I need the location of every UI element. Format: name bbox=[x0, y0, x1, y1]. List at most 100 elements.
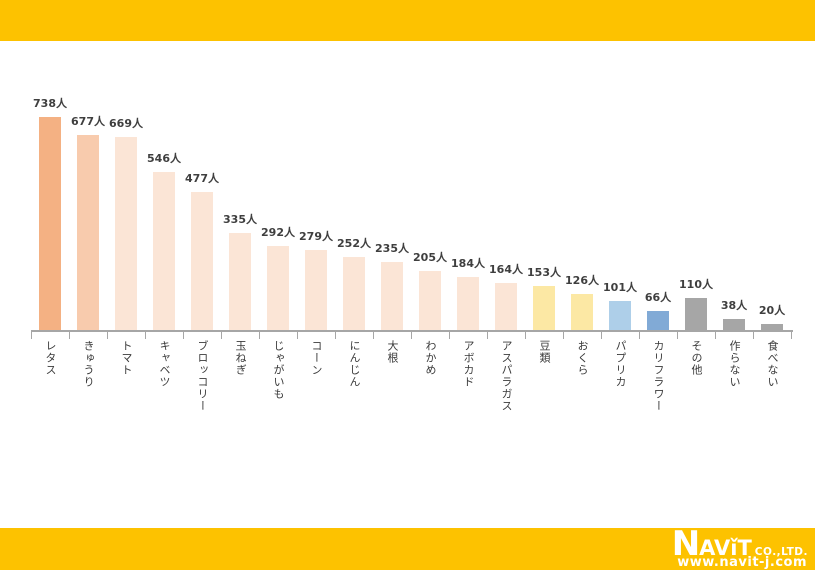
bars-row: 738人 677人 669人 546人 477人 335人 292人 279人 252人 235人… bbox=[31, 70, 793, 330]
category-label: わかめ bbox=[424, 340, 438, 376]
axis-tick bbox=[259, 332, 260, 339]
bar bbox=[267, 245, 289, 330]
bar-value-label: 205人 bbox=[413, 250, 447, 264]
axis-tick bbox=[525, 332, 526, 339]
axis-tick bbox=[411, 332, 412, 339]
axis-tick bbox=[677, 332, 678, 339]
category-label: にんじん bbox=[348, 340, 362, 388]
navit-logo-letters-av: AV bbox=[699, 536, 731, 560]
category-label: トマト bbox=[120, 340, 134, 376]
bar bbox=[723, 319, 745, 330]
navit-co-ltd-label: CO.,LTD. bbox=[754, 546, 808, 558]
category-label: 食べない bbox=[766, 340, 780, 388]
navit-rabbit-ear-i-icon: ǐ bbox=[730, 536, 738, 560]
bar-column: 292人 bbox=[259, 226, 297, 330]
bar bbox=[153, 172, 175, 330]
bar bbox=[609, 300, 631, 330]
category-label: その他 bbox=[690, 340, 704, 376]
bar bbox=[39, 117, 61, 330]
bar-value-label: 738人 bbox=[33, 97, 67, 110]
axis-tick bbox=[183, 332, 184, 339]
bar bbox=[77, 134, 99, 330]
bar-value-label: 677人 bbox=[71, 114, 105, 128]
bar-value-label: 546人 bbox=[147, 152, 181, 166]
bar-value-label: 292人 bbox=[261, 225, 295, 239]
bar-column: 477人 bbox=[183, 172, 221, 330]
axis-tick bbox=[753, 332, 754, 339]
axis-tick bbox=[373, 332, 374, 339]
bar bbox=[571, 293, 593, 330]
bar-column: 669人 bbox=[107, 117, 145, 330]
bar-value-label: 184人 bbox=[451, 256, 485, 270]
bar-column: 164人 bbox=[487, 263, 525, 330]
axis-tick bbox=[639, 332, 640, 339]
bar-value-label: 477人 bbox=[185, 172, 219, 186]
bar-column: 235人 bbox=[373, 242, 411, 330]
category-label: じゃがいも bbox=[272, 340, 286, 400]
bar-column: 20人 bbox=[753, 304, 791, 330]
bar-column: 279人 bbox=[297, 230, 335, 330]
bar-value-label: 38人 bbox=[720, 299, 748, 312]
axis-tick bbox=[791, 332, 792, 339]
bar-column: 101人 bbox=[601, 281, 639, 330]
category-label: 作らない bbox=[728, 340, 742, 388]
category-label: きゅうり bbox=[82, 340, 96, 388]
category-label: キャベツ bbox=[158, 340, 172, 388]
category-label: ブロッコリー bbox=[196, 340, 210, 412]
bar-value-label: 164人 bbox=[489, 262, 523, 276]
bar bbox=[305, 249, 327, 330]
x-axis-line bbox=[31, 330, 793, 332]
bar bbox=[115, 136, 137, 330]
navit-logo-letter-t: T bbox=[737, 536, 752, 560]
bar-column: 335人 bbox=[221, 213, 259, 330]
category-label: 玉ねぎ bbox=[234, 340, 248, 376]
category-label: おくら bbox=[576, 340, 590, 376]
axis-tick bbox=[145, 332, 146, 339]
bar-column: 153人 bbox=[525, 266, 563, 330]
bar bbox=[381, 262, 403, 330]
axis-tick bbox=[107, 332, 108, 339]
vegetable-bar-chart: 738人 677人 669人 546人 477人 335人 292人 279人 252人 235人… bbox=[31, 70, 793, 412]
bar-column: 252人 bbox=[335, 237, 373, 330]
navit-logo: N AV ǐ T CO.,LTD. www.navit-j.com bbox=[671, 524, 808, 570]
bar-column: 66人 bbox=[639, 291, 677, 330]
bar-column: 546人 bbox=[145, 152, 183, 330]
category-label: 豆類 bbox=[538, 340, 552, 364]
axis-tick bbox=[335, 332, 336, 339]
bar-column: 110人 bbox=[677, 278, 715, 330]
category-label: パプリカ bbox=[614, 340, 628, 388]
bar-column: 126人 bbox=[563, 274, 601, 330]
axis-tick bbox=[601, 332, 602, 339]
bar-column: 184人 bbox=[449, 257, 487, 330]
x-axis-ticks bbox=[31, 332, 793, 339]
bar bbox=[457, 276, 479, 330]
bar bbox=[685, 298, 707, 330]
bar bbox=[343, 257, 365, 330]
bar-value-label: 20人 bbox=[758, 304, 786, 318]
navit-logo-wordmark: N AV ǐ T CO.,LTD. bbox=[671, 524, 808, 564]
navit-logo-letter-n: N bbox=[671, 524, 700, 564]
axis-tick bbox=[221, 332, 222, 339]
axis-tick bbox=[487, 332, 488, 339]
bar bbox=[647, 311, 669, 330]
axis-tick bbox=[715, 332, 716, 339]
bar-value-label: 153人 bbox=[527, 265, 561, 279]
bar-value-label: 235人 bbox=[375, 242, 409, 256]
bar bbox=[419, 270, 441, 330]
bar-value-label: 335人 bbox=[223, 213, 257, 227]
category-labels-row: レタス きゅうり トマト キャベツ ブロッコリー 玉ねぎ じゃがいも コーン にんじん 大根 わかめ… bbox=[31, 340, 793, 412]
bar bbox=[761, 324, 783, 330]
category-label: コーン bbox=[310, 340, 324, 376]
bar bbox=[229, 233, 251, 330]
bottom-band: N AV ǐ T CO.,LTD. www.navit-j.com bbox=[0, 524, 815, 570]
bar bbox=[191, 192, 213, 330]
top-band bbox=[0, 0, 815, 41]
axis-tick bbox=[69, 332, 70, 339]
axis-tick bbox=[31, 332, 32, 339]
bar-column: 677人 bbox=[69, 115, 107, 330]
bar bbox=[533, 285, 555, 330]
axis-tick bbox=[297, 332, 298, 339]
axis-tick bbox=[449, 332, 450, 339]
bar-column: 738人 bbox=[31, 97, 69, 330]
bar-column: 38人 bbox=[715, 299, 753, 330]
